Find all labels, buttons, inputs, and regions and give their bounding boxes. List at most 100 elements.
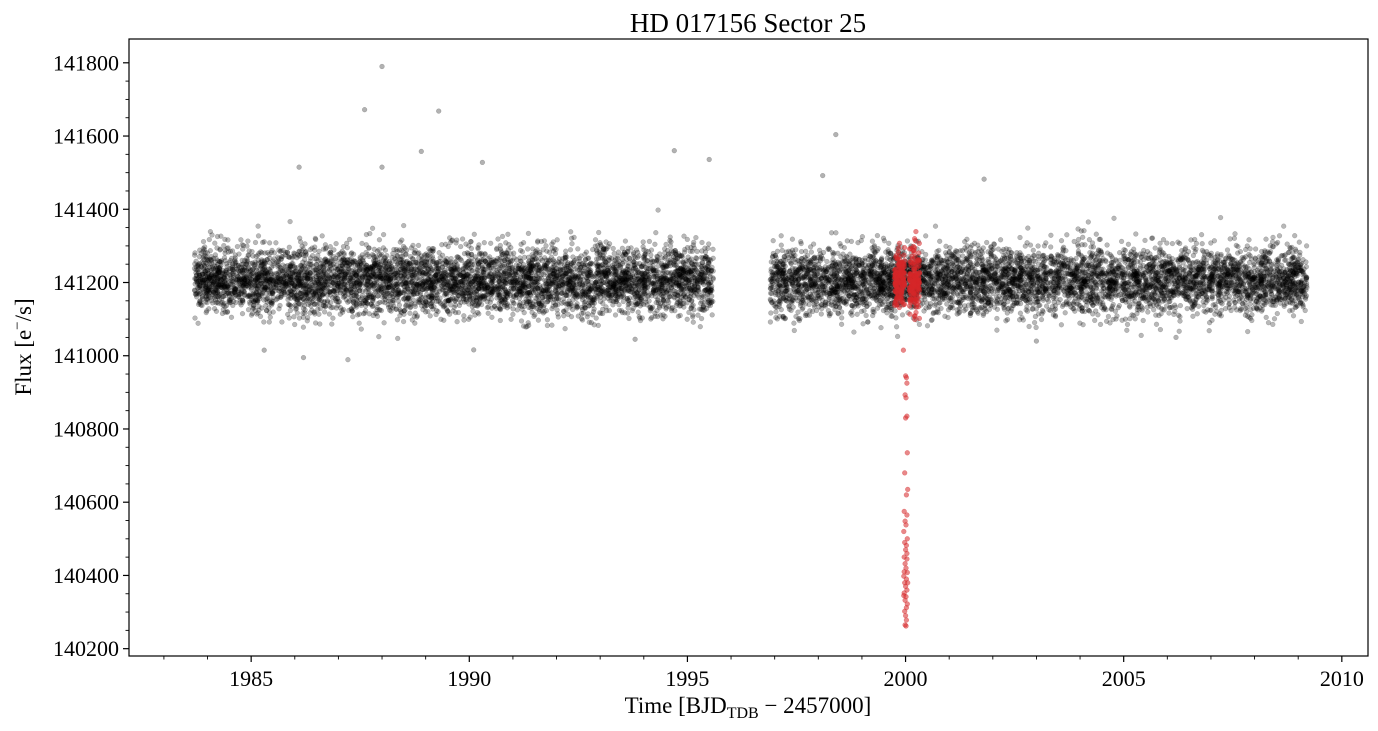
data-point bbox=[339, 248, 345, 254]
data-point bbox=[430, 246, 437, 252]
data-point bbox=[549, 322, 555, 328]
data-point bbox=[533, 289, 539, 296]
data-point bbox=[353, 272, 360, 278]
data-point bbox=[475, 244, 481, 251]
data-point bbox=[519, 291, 525, 297]
data-point bbox=[454, 319, 460, 325]
data-point bbox=[469, 255, 475, 261]
data-point bbox=[545, 294, 551, 300]
data-point bbox=[402, 307, 408, 313]
data-point bbox=[616, 302, 622, 308]
data-point bbox=[286, 289, 292, 296]
data-point bbox=[195, 320, 201, 326]
data-point bbox=[285, 253, 291, 260]
data-point bbox=[307, 258, 313, 264]
data-point bbox=[400, 318, 407, 325]
data-point bbox=[690, 319, 696, 325]
data-point bbox=[687, 294, 693, 300]
data-point bbox=[519, 249, 526, 255]
data-point bbox=[520, 240, 527, 246]
data-point bbox=[236, 264, 243, 271]
data-point bbox=[306, 289, 312, 296]
data-point bbox=[605, 282, 611, 288]
data-point bbox=[457, 267, 463, 273]
data-point bbox=[587, 269, 594, 275]
data-point bbox=[583, 249, 590, 255]
data-point bbox=[529, 303, 536, 310]
data-point bbox=[355, 262, 361, 268]
data-point bbox=[200, 238, 207, 245]
data-point bbox=[634, 276, 640, 282]
data-point bbox=[610, 245, 616, 252]
data-point bbox=[496, 292, 503, 298]
data-point bbox=[246, 265, 252, 271]
data-point bbox=[607, 298, 613, 304]
data-point bbox=[612, 312, 619, 318]
data-point bbox=[416, 298, 422, 304]
data-point bbox=[645, 248, 652, 255]
data-point bbox=[345, 357, 351, 363]
data-point bbox=[427, 313, 433, 319]
data-point bbox=[369, 282, 375, 288]
data-point bbox=[699, 306, 705, 313]
data-point bbox=[595, 322, 601, 329]
data-point bbox=[246, 252, 252, 258]
data-point bbox=[680, 287, 686, 293]
data-point bbox=[705, 266, 711, 273]
data-point bbox=[499, 278, 506, 284]
data-point bbox=[257, 313, 264, 320]
data-point bbox=[273, 240, 279, 246]
data-point bbox=[459, 236, 466, 242]
data-point bbox=[513, 257, 520, 263]
data-point bbox=[213, 274, 220, 281]
data-point bbox=[453, 285, 459, 291]
data-point bbox=[335, 273, 342, 279]
data-point bbox=[310, 298, 316, 304]
data-point bbox=[570, 285, 576, 291]
data-point bbox=[664, 287, 670, 293]
data-point bbox=[399, 237, 405, 243]
data-point bbox=[254, 311, 260, 317]
data-point bbox=[710, 276, 716, 282]
data-point bbox=[407, 310, 413, 316]
data-point bbox=[677, 300, 683, 307]
data-point bbox=[577, 270, 583, 276]
data-point bbox=[337, 282, 343, 289]
data-point bbox=[332, 272, 338, 278]
data-point bbox=[562, 326, 568, 332]
data-point bbox=[508, 316, 514, 322]
data-point bbox=[443, 271, 449, 277]
data-point bbox=[317, 287, 323, 293]
data-point bbox=[476, 280, 482, 287]
data-point bbox=[596, 229, 602, 236]
data-point bbox=[539, 308, 545, 314]
data-point bbox=[610, 302, 616, 308]
data-point bbox=[520, 262, 527, 268]
data-point bbox=[260, 261, 266, 267]
data-point bbox=[642, 291, 648, 297]
data-point bbox=[628, 300, 634, 307]
data-point bbox=[423, 280, 430, 286]
data-point bbox=[212, 240, 218, 246]
data-point bbox=[446, 297, 452, 304]
data-point bbox=[203, 309, 209, 316]
data-point bbox=[307, 247, 313, 253]
data-point bbox=[570, 297, 576, 303]
data-point bbox=[239, 257, 245, 264]
data-point bbox=[476, 242, 482, 248]
data-point bbox=[610, 263, 616, 269]
data-point bbox=[498, 301, 504, 307]
data-point bbox=[345, 299, 351, 305]
data-point bbox=[393, 270, 399, 276]
data-point bbox=[482, 275, 488, 281]
data-point bbox=[264, 271, 271, 278]
data-point bbox=[329, 258, 335, 264]
data-point bbox=[277, 302, 283, 309]
data-point bbox=[429, 253, 436, 260]
data-point bbox=[522, 270, 529, 276]
data-point bbox=[396, 302, 403, 308]
data-point bbox=[307, 310, 313, 316]
data-point bbox=[541, 302, 547, 309]
data-point bbox=[606, 269, 612, 275]
data-point bbox=[391, 275, 397, 281]
